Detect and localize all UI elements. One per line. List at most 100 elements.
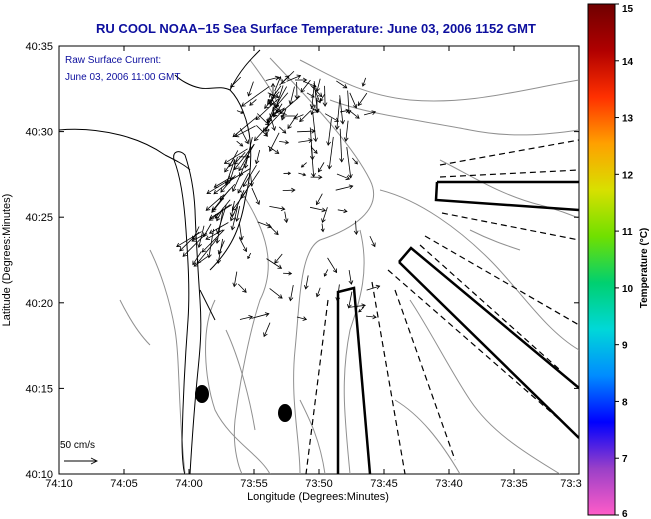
current-vector-head xyxy=(212,206,217,211)
current-vector-head xyxy=(274,75,280,81)
current-vector xyxy=(349,110,360,119)
current-vector-head xyxy=(300,88,305,93)
current-vector-head xyxy=(339,158,345,163)
current-vector xyxy=(366,315,377,318)
current-vector xyxy=(321,223,324,232)
current-vector-head xyxy=(310,110,315,115)
colorbar-tick-label: 10 xyxy=(622,284,634,295)
current-vector-head xyxy=(358,309,362,313)
current-vector-head xyxy=(232,282,238,288)
current-vector xyxy=(239,128,249,144)
current-vector-head xyxy=(299,117,304,123)
current-vector-head xyxy=(272,106,277,112)
current-vector xyxy=(269,288,283,299)
current-vector xyxy=(289,284,294,301)
current-vector xyxy=(346,146,352,178)
x-tick-label: 73:40 xyxy=(435,478,463,490)
current-vector xyxy=(279,140,289,144)
current-vector xyxy=(369,235,376,247)
current-vector xyxy=(324,85,326,107)
current-vector-head xyxy=(267,117,272,123)
current-vector xyxy=(242,164,257,187)
colorbar-tick-label: 12 xyxy=(622,170,634,181)
current-vector xyxy=(301,162,307,168)
current-vector-head xyxy=(346,109,352,115)
colorbar-tick-label: 11 xyxy=(622,227,633,238)
current-vector xyxy=(345,120,349,142)
current-vector-head xyxy=(296,74,302,80)
current-vector-head xyxy=(277,264,283,269)
current-vector-head xyxy=(241,102,246,107)
current-vector-head xyxy=(282,129,287,134)
current-vector-head xyxy=(314,108,320,114)
current-vector xyxy=(198,225,205,248)
current-vector-head xyxy=(345,175,351,181)
current-vector xyxy=(205,229,224,240)
current-vector-head xyxy=(223,159,229,164)
colorbar-tick-label: 6 xyxy=(622,509,628,519)
y-axis-label: Latitude (Degrees:Minutes) xyxy=(1,194,13,327)
current-vector-head xyxy=(348,280,354,285)
current-vector-head xyxy=(316,98,322,104)
current-vector-head xyxy=(309,155,315,161)
current-vector-head xyxy=(288,100,294,105)
current-vector-head xyxy=(274,93,280,99)
current-vector-head xyxy=(176,242,181,247)
x-tick-label: 73:35 xyxy=(500,478,528,490)
current-vector xyxy=(366,285,380,291)
current-vector xyxy=(254,124,270,141)
current-vector-head xyxy=(205,206,211,211)
current-vector xyxy=(316,193,323,205)
current-vector-head xyxy=(248,315,253,320)
y-tick-label: 40:20 xyxy=(25,298,53,310)
current-vector-head xyxy=(229,175,234,181)
current-vector xyxy=(278,126,287,134)
current-vector-head xyxy=(255,200,260,205)
current-vector xyxy=(220,175,236,193)
current-vector xyxy=(327,118,332,146)
current-vector xyxy=(225,168,251,184)
x-tick-label: 73:45 xyxy=(370,478,398,490)
current-vector-head xyxy=(311,173,316,178)
current-vector xyxy=(348,304,366,308)
current-vector-head xyxy=(238,236,244,241)
current-vector xyxy=(237,283,247,293)
current-vector-head xyxy=(211,208,216,213)
current-vector xyxy=(236,110,244,114)
current-vector xyxy=(206,179,230,194)
current-vector xyxy=(355,220,357,235)
current-vector xyxy=(267,99,280,112)
current-vector xyxy=(298,139,313,143)
current-vector-head xyxy=(208,216,214,221)
current-vector xyxy=(231,191,247,211)
current-vector xyxy=(209,204,231,221)
current-vector-head xyxy=(233,160,239,165)
current-vector-head xyxy=(288,271,293,276)
current-vector xyxy=(279,75,290,86)
current-vector-head xyxy=(264,312,270,317)
current-vector xyxy=(310,84,323,97)
current-vector xyxy=(362,77,367,87)
current-vector xyxy=(236,140,243,147)
current-vector-head xyxy=(249,101,254,106)
current-vector xyxy=(230,76,242,88)
current-vector xyxy=(336,98,341,130)
current-vector-head xyxy=(283,218,289,224)
current-vector-head xyxy=(323,273,328,277)
current-vector-head xyxy=(231,187,237,193)
current-vector xyxy=(275,85,284,109)
current-vector xyxy=(269,205,285,210)
current-vector-head xyxy=(302,172,307,177)
current-vector-head xyxy=(361,82,366,87)
current-vector-head xyxy=(231,206,237,212)
x-tick-label: 74:05 xyxy=(110,478,138,490)
current-vector xyxy=(335,185,353,191)
current-vector xyxy=(213,183,228,195)
current-vector xyxy=(239,237,247,252)
y-tick-label: 40:10 xyxy=(25,469,53,481)
current-vector xyxy=(276,109,287,115)
current-vector-head xyxy=(270,82,276,88)
current-vector xyxy=(349,92,357,109)
current-vector xyxy=(337,209,348,212)
current-vector-head xyxy=(254,159,260,165)
